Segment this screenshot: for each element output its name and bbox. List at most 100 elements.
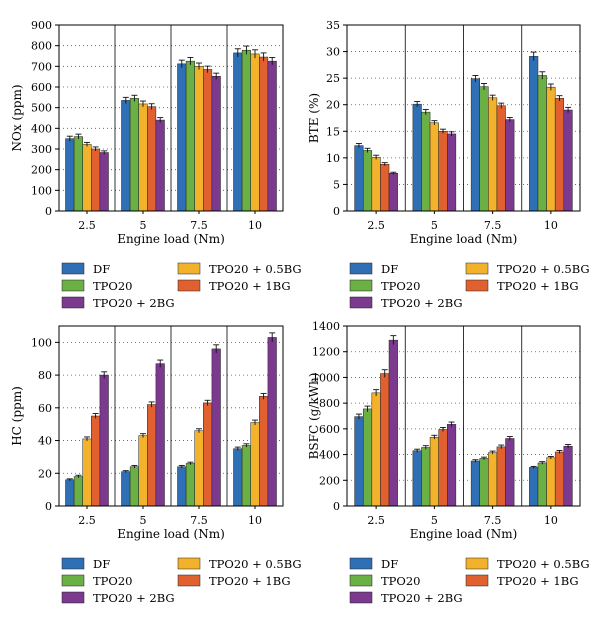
hc-bar-tpo20-2bg-10 (267, 337, 277, 507)
bsfc-bar-df-10 (529, 467, 539, 507)
bte-x-tick-label: 2.5 (367, 219, 385, 232)
bsfc-legend-swatch-df (349, 557, 373, 570)
bsfc-bar-df-5 (412, 450, 422, 507)
bsfc-legend-label-tpo20: TPO20 (381, 574, 420, 588)
bsfc-x-tick-label: 2.5 (367, 514, 385, 527)
bsfc-legend-label-tpo20-0-5bg: TPO20 + 0.5BG (497, 557, 590, 571)
bte-x-axis-title: Engine load (Nm) (410, 232, 518, 246)
bsfc-bar-tpo20-1bg-10 (554, 451, 565, 507)
hc-x-axis-title: Engine load (Nm) (117, 527, 225, 541)
bte-bar-tpo20-2bg-5 (447, 133, 457, 212)
nox-legend-label-tpo20-0-5bg: TPO20 + 0.5BG (209, 262, 302, 276)
nox-bar-tpo20-2-5 (73, 136, 83, 212)
bsfc-legend: DF TPO20 + 0.5BG TPO20 TPO20 + 1BG TPO20 + 2… (349, 557, 590, 605)
bte-x-tick-label: 10 (544, 219, 558, 232)
bsfc-y-tick-label: 1400 (312, 320, 340, 333)
hc-legend: DF TPO20 + 0.5BG TPO20 TPO20 + 1BG TPO20 + 2… (61, 557, 302, 605)
bte-legend-swatch-tpo20 (349, 279, 373, 292)
bte-bar-tpo20-0-5bg-10 (546, 86, 556, 212)
hc-bar-tpo20-2bg-5 (155, 363, 165, 507)
hc-y-tick-label: 0 (45, 500, 52, 513)
bte-bar-tpo20-0-5bg-2-5 (371, 157, 381, 212)
nox-bar-tpo20-7-5 (185, 60, 195, 212)
bte-plot-frame (346, 24, 581, 212)
nox-bar-tpo20-2bg-10 (267, 60, 277, 212)
bsfc-bar-tpo20-1bg-2-5 (380, 373, 390, 507)
bte-chart: 0 5 10 15 20 25 30 35 2.5 5 7.5 10 Engine load (Nm) B… (307, 19, 590, 310)
nox-bar-tpo20-5 (129, 98, 139, 212)
hc-x-tick-label: 7.5 (190, 514, 208, 527)
hc-x-tick-label: 2.5 (78, 514, 96, 527)
bte-bar-tpo20-0-5bg-5 (429, 122, 439, 212)
nox-bar-tpo20-1bg-5 (147, 106, 157, 212)
hc-legend-label-tpo20-2bg: TPO20 + 2BG (93, 591, 175, 605)
hc-chart: 0 20 40 60 80 100 2.5 5 7.5 10 Engine load (Nm) HC … (10, 325, 302, 605)
hc-y-tick-label: 100 (31, 336, 52, 349)
nox-legend-swatch-df (61, 262, 85, 275)
nox-legend-label-tpo20-1bg: TPO20 + 1BG (209, 279, 291, 293)
bsfc-bar-tpo20-0-5bg-7-5 (488, 452, 498, 507)
bsfc-x-tick-label: 10 (544, 514, 558, 527)
bte-legend-swatch-df (349, 262, 373, 275)
bte-legend-swatch-tpo20-1bg (465, 279, 489, 292)
bte-y-tick-label: 30 (326, 46, 340, 59)
hc-bar-tpo20-5 (129, 466, 139, 507)
nox-bar-tpo20-1bg-10 (259, 56, 269, 212)
hc-bar-tpo20-2bg-7-5 (211, 348, 221, 507)
nox-legend-swatch-tpo20-0-5bg (177, 262, 201, 275)
bte-bar-tpo20-1bg-7-5 (496, 105, 506, 212)
nox-y-tick-label: 300 (31, 143, 52, 156)
hc-bar-tpo20-10 (241, 445, 251, 507)
nox-legend: DF TPO20 + 0.5BG TPO20 TPO20 + 1BG TPO20 + 2… (61, 262, 302, 310)
bte-bar-tpo20-1bg-10 (554, 98, 565, 212)
bte-bar-df-7-5 (470, 78, 480, 212)
hc-legend-swatch-tpo20 (61, 574, 85, 587)
hc-bar-tpo20-2bg-2-5 (99, 374, 109, 507)
bte-bar-tpo20-2bg-7-5 (505, 119, 515, 212)
nox-bar-tpo20-0-5bg-10 (250, 53, 260, 212)
bte-legend-label-df: DF (381, 262, 398, 276)
bsfc-bar-tpo20-1bg-5 (438, 429, 448, 507)
nox-legend-label-tpo20: TPO20 (93, 279, 132, 293)
bte-legend-label-tpo20: TPO20 (381, 279, 420, 293)
nox-x-tick-label: 10 (248, 219, 262, 232)
bte-y-tick-label: 25 (326, 72, 340, 85)
nox-chart: 0 100 200 300 400 500 600 700 800 900 2.5 5 7.5 10 Eng… (10, 19, 302, 310)
bte-bar-tpo20-2bg-10 (563, 109, 573, 212)
bsfc-bar-tpo20-2-5 (362, 408, 373, 507)
bsfc-bar-df-2-5 (354, 416, 364, 507)
nox-x-axis-title: Engine load (Nm) (117, 232, 225, 246)
hc-y-tick-label: 20 (38, 467, 52, 480)
nox-y-tick-label: 0 (45, 205, 52, 218)
bte-legend-swatch-tpo20-2bg (349, 296, 373, 309)
bte-y-tick-label: 5 (333, 178, 340, 191)
bsfc-legend-swatch-tpo20-1bg (465, 574, 489, 587)
bte-bar-df-2-5 (354, 145, 364, 212)
bsfc-legend-label-df: DF (381, 557, 398, 571)
hc-bar-tpo20-1bg-2-5 (91, 415, 101, 507)
bsfc-bar-tpo20-2bg-2-5 (388, 339, 398, 507)
hc-bar-df-5 (121, 471, 131, 507)
nox-bar-df-2-5 (65, 138, 75, 212)
nox-plot-frame (58, 24, 284, 212)
bsfc-legend-swatch-tpo20-0-5bg (465, 557, 489, 570)
nox-bar-tpo20-1bg-2-5 (91, 148, 101, 212)
hc-y-tick-label: 80 (38, 369, 52, 382)
hc-bar-tpo20-1bg-10 (259, 396, 269, 507)
nox-x-tick-label: 2.5 (78, 219, 96, 232)
nox-bar-tpo20-0-5bg-7-5 (194, 66, 204, 212)
bsfc-legend-label-tpo20-2bg: TPO20 + 2BG (381, 591, 463, 605)
nox-y-tick-label: 400 (31, 122, 52, 135)
nox-x-tick-label: 5 (140, 219, 147, 232)
bte-legend-label-tpo20-0-5bg: TPO20 + 0.5BG (497, 262, 590, 276)
bte-bar-tpo20-2-5 (362, 150, 373, 212)
bte-y-tick-label: 0 (333, 205, 340, 218)
hc-bar-tpo20-7-5 (185, 463, 195, 507)
bte-legend-label-tpo20-1bg: TPO20 + 1BG (497, 279, 579, 293)
hc-bar-tpo20-2-5 (73, 476, 83, 507)
bte-bar-tpo20-2bg-2-5 (388, 173, 398, 212)
hc-legend-label-tpo20-0-5bg: TPO20 + 0.5BG (209, 557, 302, 571)
bte-bar-tpo20-0-5bg-7-5 (488, 97, 498, 212)
hc-bar-tpo20-0-5bg-10 (250, 422, 260, 507)
